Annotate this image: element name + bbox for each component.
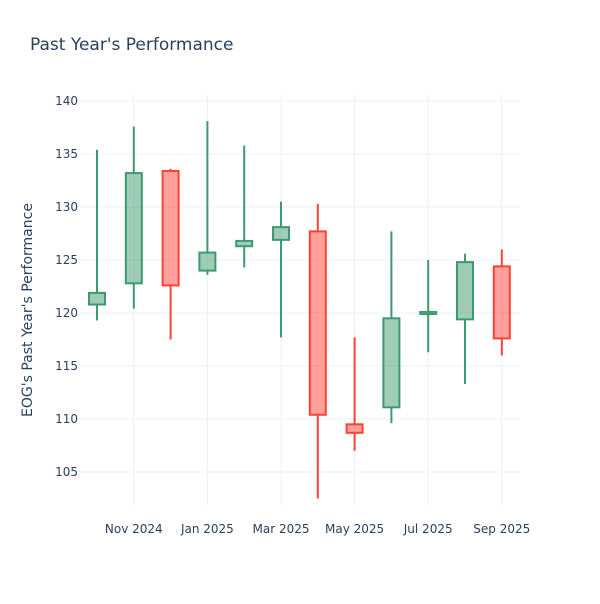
candle-body bbox=[272, 226, 290, 241]
y-tick-label: 120 bbox=[55, 306, 78, 320]
candle-body bbox=[161, 169, 180, 287]
candle-body bbox=[198, 251, 217, 272]
x-tick-label: Jan 2025 bbox=[180, 522, 234, 536]
y-tick-label: 125 bbox=[55, 253, 78, 267]
candle bbox=[382, 231, 401, 424]
y-axis-label: EOG's Past Year's Performance bbox=[20, 203, 36, 417]
y-tick-label: 110 bbox=[55, 412, 78, 426]
candle-body bbox=[308, 230, 327, 416]
candle bbox=[88, 149, 106, 321]
x-tick-label: Mar 2025 bbox=[253, 522, 310, 536]
candle-body bbox=[419, 310, 438, 316]
y-tick-label: 115 bbox=[55, 359, 78, 373]
x-tick-label: Sep 2025 bbox=[473, 522, 530, 536]
candle bbox=[419, 260, 438, 353]
candle-body bbox=[88, 291, 106, 306]
y-tick-label: 105 bbox=[55, 465, 78, 479]
chart-title: Past Year's Performance bbox=[30, 35, 234, 55]
candle-body bbox=[124, 172, 143, 285]
candle-body bbox=[382, 317, 401, 409]
candle bbox=[198, 121, 217, 275]
candle bbox=[272, 201, 290, 338]
candle-body bbox=[345, 423, 364, 434]
x-tick-label: Jul 2025 bbox=[403, 522, 453, 536]
candle-body bbox=[235, 239, 254, 248]
candle bbox=[161, 168, 180, 340]
y-tick-label: 130 bbox=[55, 200, 78, 214]
candle-body bbox=[492, 265, 511, 340]
candle bbox=[456, 253, 474, 385]
candle bbox=[124, 126, 143, 309]
candle bbox=[492, 249, 511, 356]
candle bbox=[235, 145, 254, 268]
x-tick-label: Nov 2024 bbox=[105, 522, 163, 536]
y-tick-label: 135 bbox=[55, 147, 78, 161]
y-tick-label: 140 bbox=[55, 94, 78, 108]
x-tick-label: May 2025 bbox=[325, 522, 384, 536]
candle bbox=[345, 337, 364, 451]
candle-body bbox=[456, 261, 474, 321]
candle bbox=[308, 203, 327, 499]
